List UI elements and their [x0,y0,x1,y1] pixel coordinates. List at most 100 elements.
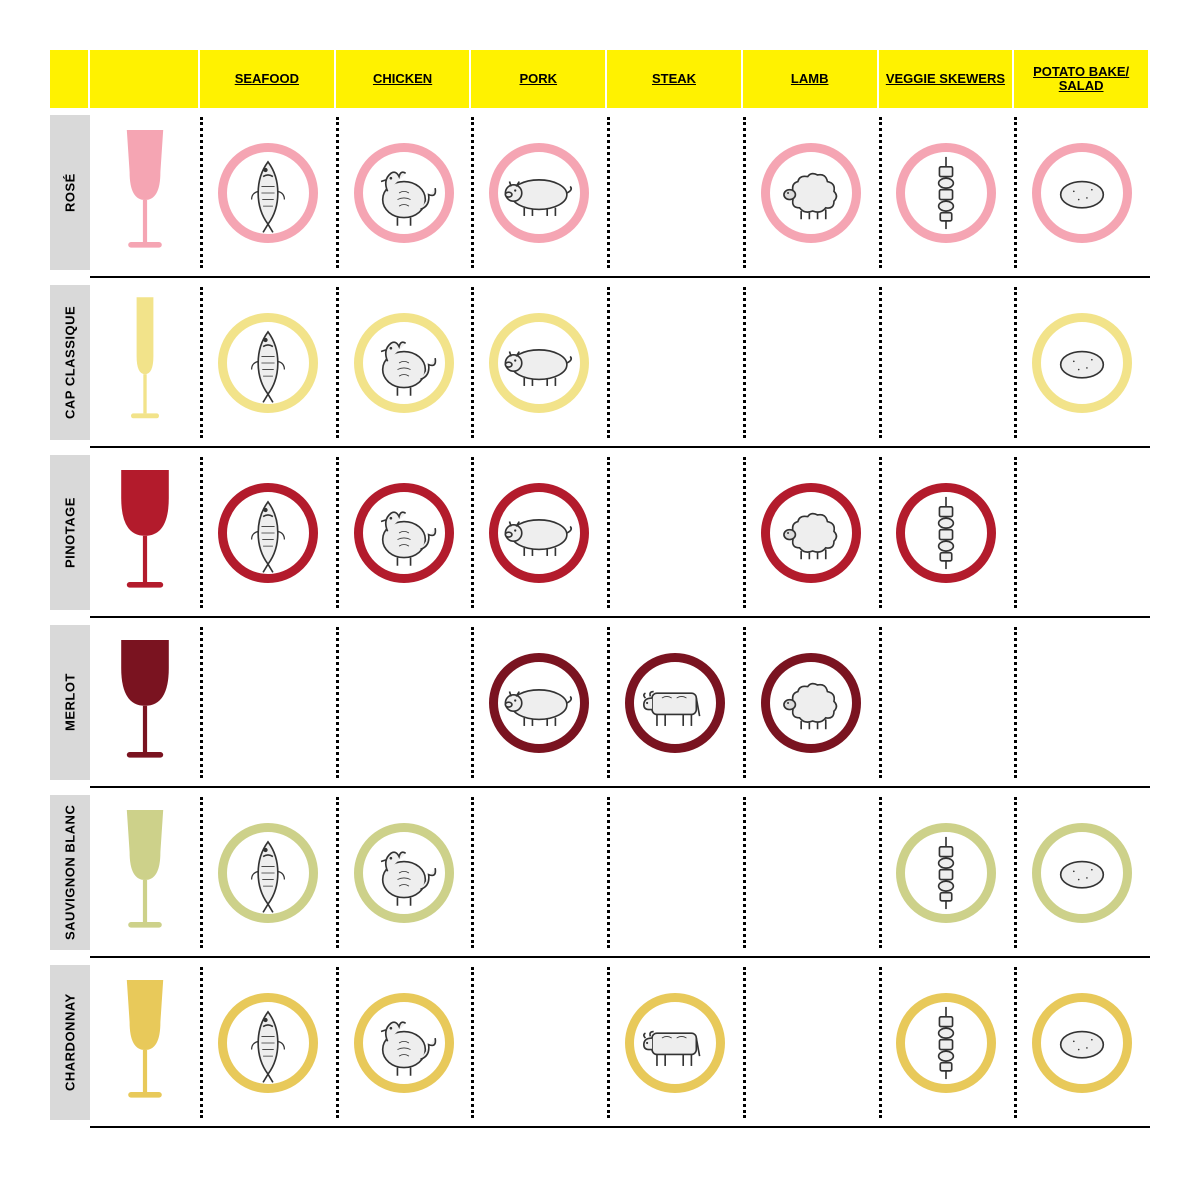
cell-chardonnay-veggie [879,958,1015,1128]
fish-icon [227,148,309,238]
cell-rose-lamb [743,108,879,278]
chicken-icon [363,828,445,918]
cell-rose-seafood [200,108,336,278]
cell-rose-steak [607,108,743,278]
cell-merlot-pork [471,618,607,788]
cell-pinotage-veggie [879,448,1015,618]
cell-pinotage-steak [607,448,743,618]
cell-merlot-lamb [743,618,879,788]
cell-sauvblanc-pork [471,788,607,958]
row-label-text: MERLOT [50,625,90,780]
pairing-ring [218,313,318,413]
column-header-lamb: LAMB [743,50,879,108]
cell-chardonnay-chicken [336,958,472,1128]
row-label-rose: ROSÉ [50,108,90,278]
cell-rose-potato [1014,108,1150,278]
cell-pinotage-pork [471,448,607,618]
wine-glass-rose [90,108,200,278]
chicken-icon [363,318,445,408]
wine-glass-sauvblanc [90,788,200,958]
cell-rose-veggie [879,108,1015,278]
pairing-ring [1032,993,1132,1093]
chicken-icon [363,148,445,238]
pairing-ring [218,993,318,1093]
pairing-ring [489,143,589,243]
wine-glass-pinotage [90,448,200,618]
cell-chardonnay-pork [471,958,607,1128]
wine-glass-icon [110,123,180,263]
cell-capclassique-veggie [879,278,1015,448]
pairing-ring [896,483,996,583]
pairing-ring [489,653,589,753]
pairing-ring [218,483,318,583]
pairing-ring [489,313,589,413]
cell-rose-pork [471,108,607,278]
pig-icon [498,318,580,408]
row-label-chardonnay: CHARDONNAY [50,958,90,1128]
cell-capclassique-chicken [336,278,472,448]
cell-chardonnay-potato [1014,958,1150,1128]
column-header-seafood: SEAFOOD [200,50,336,108]
cell-pinotage-lamb [743,448,879,618]
cell-rose-chicken [336,108,472,278]
pairing-ring [1032,143,1132,243]
skewer-icon [905,148,987,238]
cell-sauvblanc-lamb [743,788,879,958]
cell-merlot-veggie [879,618,1015,788]
pairing-ring [896,143,996,243]
pairing-ring [761,653,861,753]
pairing-ring [761,483,861,583]
cell-sauvblanc-steak [607,788,743,958]
column-header-veggie: VEGGIE SKEWERS [879,50,1015,108]
potato-icon [1041,148,1123,238]
pairing-ring [354,483,454,583]
header-spacer [90,50,200,108]
cell-sauvblanc-seafood [200,788,336,958]
pairing-table: SEAFOODCHICKENPORKSTEAKLAMBVEGGIE SKEWER… [50,50,1150,1128]
row-label-text: PINOTAGE [50,455,90,610]
sheep-icon [770,488,852,578]
cell-merlot-seafood [200,618,336,788]
potato-icon [1041,998,1123,1088]
row-label-text: CAP CLASSIQUE [50,285,90,440]
cell-merlot-chicken [336,618,472,788]
cell-capclassique-potato [1014,278,1150,448]
pairing-ring [896,993,996,1093]
pairing-ring [1032,823,1132,923]
column-header-steak: STEAK [607,50,743,108]
chicken-icon [363,488,445,578]
row-label-text: ROSÉ [50,115,90,270]
cell-capclassique-pork [471,278,607,448]
row-label-sauvblanc: SAUVIGNON BLANC [50,788,90,958]
cell-capclassique-lamb [743,278,879,448]
column-header-chicken: CHICKEN [336,50,472,108]
pairing-ring [354,143,454,243]
pairing-ring [354,313,454,413]
cell-pinotage-seafood [200,448,336,618]
pairing-ring [354,993,454,1093]
wine-glass-chardonnay [90,958,200,1128]
pig-icon [498,148,580,238]
column-header-potato: POTATO BAKE/ SALAD [1014,50,1150,108]
chicken-icon [363,998,445,1088]
row-label-pinotage: PINOTAGE [50,448,90,618]
pairing-ring [625,993,725,1093]
cell-capclassique-steak [607,278,743,448]
fish-icon [227,998,309,1088]
cell-chardonnay-lamb [743,958,879,1128]
cell-merlot-steak [607,618,743,788]
sheep-icon [770,148,852,238]
pairing-ring [218,143,318,243]
header-spacer [50,50,90,108]
fish-icon [227,828,309,918]
cell-pinotage-potato [1014,448,1150,618]
wine-wide-glass-icon [110,633,180,773]
pairing-ring [218,823,318,923]
sheep-icon [770,658,852,748]
cell-merlot-potato [1014,618,1150,788]
pairing-ring [489,483,589,583]
potato-icon [1041,828,1123,918]
cell-sauvblanc-veggie [879,788,1015,958]
wine-glass-icon [110,973,180,1113]
skewer-icon [905,488,987,578]
